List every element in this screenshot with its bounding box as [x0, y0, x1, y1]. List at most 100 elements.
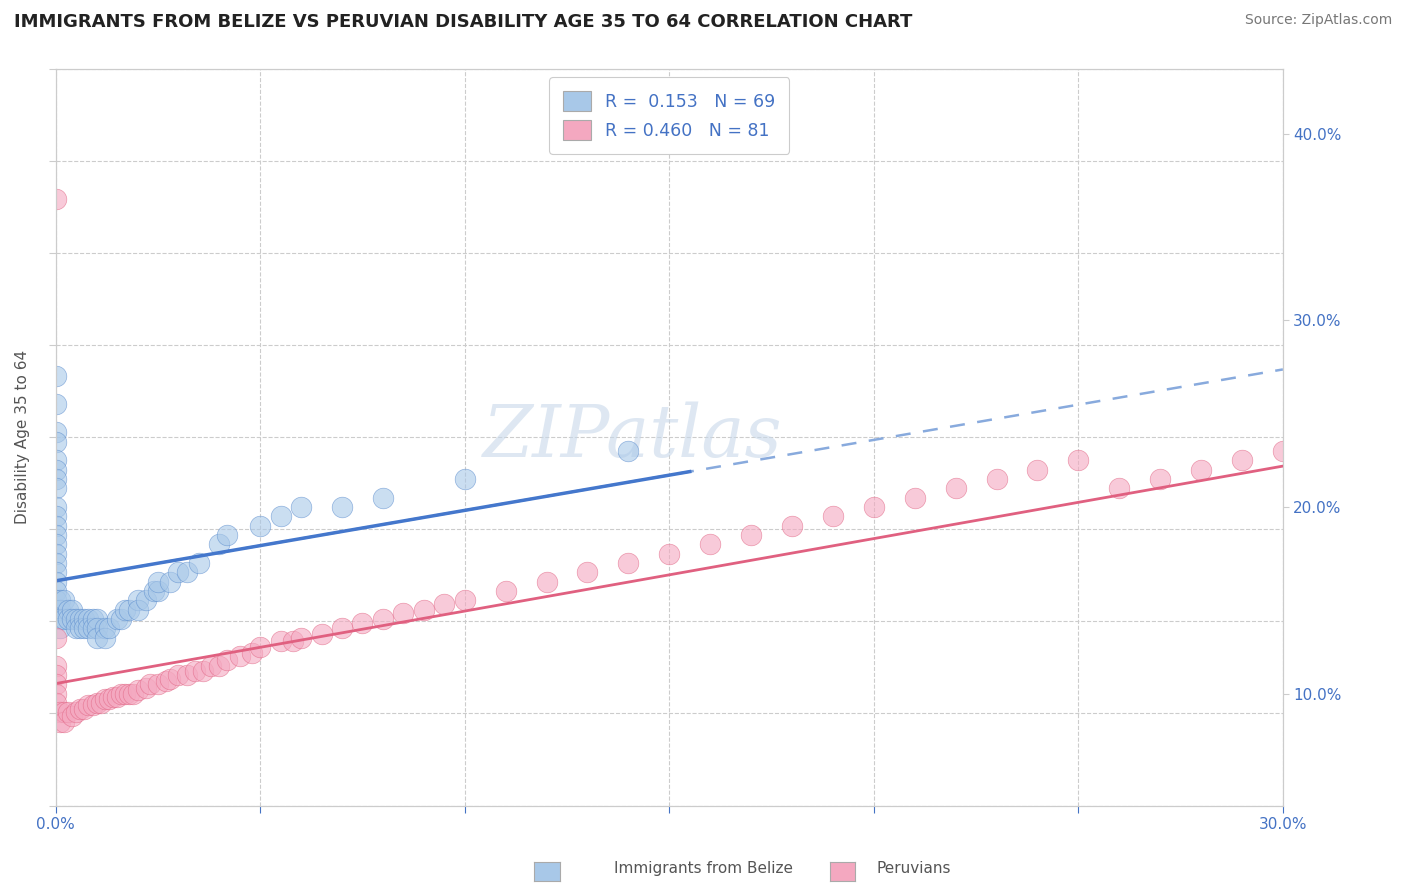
- Point: [82, 698, 104, 712]
- Point: [270, 634, 292, 648]
- Point: [56, 706, 79, 720]
- Point: [176, 566, 198, 580]
- Point: [45, 434, 67, 449]
- Point: [77, 612, 100, 626]
- Point: [105, 612, 128, 626]
- Point: [60, 602, 83, 616]
- Point: [49, 621, 72, 635]
- Point: [52, 706, 75, 720]
- Point: [45, 677, 67, 691]
- Point: [122, 687, 145, 701]
- Point: [330, 621, 353, 635]
- Point: [45, 696, 67, 710]
- Point: [454, 593, 477, 607]
- Point: [536, 574, 558, 589]
- Point: [45, 574, 67, 589]
- Point: [146, 677, 169, 691]
- Point: [433, 597, 456, 611]
- Point: [110, 612, 132, 626]
- Point: [699, 537, 721, 551]
- Point: [862, 500, 884, 514]
- Point: [45, 631, 67, 645]
- Point: [167, 566, 190, 580]
- Point: [412, 602, 434, 616]
- Point: [101, 690, 124, 705]
- Point: [155, 673, 177, 688]
- Point: [73, 621, 96, 635]
- Point: [69, 621, 91, 635]
- Point: [127, 602, 149, 616]
- Point: [146, 584, 169, 599]
- Point: [45, 453, 67, 467]
- Point: [45, 509, 67, 524]
- Point: [97, 621, 120, 635]
- Point: [1230, 453, 1253, 467]
- Point: [45, 397, 67, 411]
- Point: [1271, 444, 1294, 458]
- Point: [127, 682, 149, 697]
- Point: [60, 612, 83, 626]
- Point: [45, 547, 67, 561]
- Point: [290, 500, 312, 514]
- Point: [45, 528, 67, 542]
- Point: [69, 612, 91, 626]
- Point: [45, 556, 67, 570]
- Point: [60, 709, 83, 723]
- Point: [49, 612, 72, 626]
- Point: [392, 607, 415, 621]
- Point: [330, 500, 353, 514]
- Point: [187, 556, 209, 570]
- Point: [73, 612, 96, 626]
- Point: [94, 631, 117, 645]
- Point: [1149, 472, 1171, 486]
- Point: [270, 509, 292, 524]
- Point: [114, 687, 136, 701]
- Point: [45, 463, 67, 477]
- Point: [142, 584, 165, 599]
- Point: [159, 672, 181, 686]
- Text: ZIPatlas: ZIPatlas: [482, 401, 782, 473]
- Text: Immigrants from Belize: Immigrants from Belize: [613, 861, 793, 876]
- Point: [86, 696, 108, 710]
- Point: [45, 425, 67, 440]
- Point: [200, 658, 222, 673]
- Point: [1313, 472, 1336, 486]
- Point: [45, 518, 67, 533]
- Point: [1189, 463, 1212, 477]
- Point: [281, 634, 304, 648]
- Point: [77, 621, 100, 635]
- Point: [45, 602, 67, 616]
- Point: [86, 621, 108, 635]
- Point: [82, 612, 104, 626]
- Y-axis label: Disability Age 35 to 64: Disability Age 35 to 64: [15, 350, 30, 524]
- Point: [49, 706, 72, 720]
- Point: [45, 192, 67, 206]
- Point: [52, 593, 75, 607]
- Point: [1026, 463, 1049, 477]
- Point: [118, 687, 141, 701]
- Point: [56, 612, 79, 626]
- Point: [118, 602, 141, 616]
- Point: [371, 491, 394, 505]
- Text: IMMIGRANTS FROM BELIZE VS PERUVIAN DISABILITY AGE 35 TO 64 CORRELATION CHART: IMMIGRANTS FROM BELIZE VS PERUVIAN DISAB…: [14, 13, 912, 31]
- Point: [146, 574, 169, 589]
- Point: [45, 537, 67, 551]
- Point: [65, 706, 87, 720]
- Point: [249, 518, 271, 533]
- Point: [167, 668, 190, 682]
- Point: [240, 646, 263, 660]
- Point: [454, 472, 477, 486]
- Point: [229, 649, 252, 664]
- Point: [49, 602, 72, 616]
- Point: [45, 482, 67, 496]
- Point: [821, 509, 844, 524]
- Point: [139, 677, 162, 691]
- Point: [1354, 463, 1376, 477]
- Point: [49, 714, 72, 729]
- Point: [159, 574, 181, 589]
- Point: [352, 615, 374, 630]
- Point: [90, 696, 112, 710]
- Point: [45, 369, 67, 384]
- Point: [65, 612, 87, 626]
- Point: [86, 631, 108, 645]
